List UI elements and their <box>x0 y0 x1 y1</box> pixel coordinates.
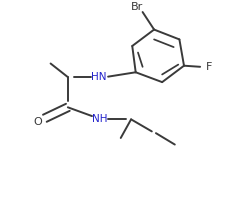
Text: NH: NH <box>92 114 107 124</box>
Text: O: O <box>33 117 41 127</box>
Text: F: F <box>205 62 211 72</box>
Text: HN: HN <box>91 72 106 82</box>
Text: Br: Br <box>130 2 142 12</box>
